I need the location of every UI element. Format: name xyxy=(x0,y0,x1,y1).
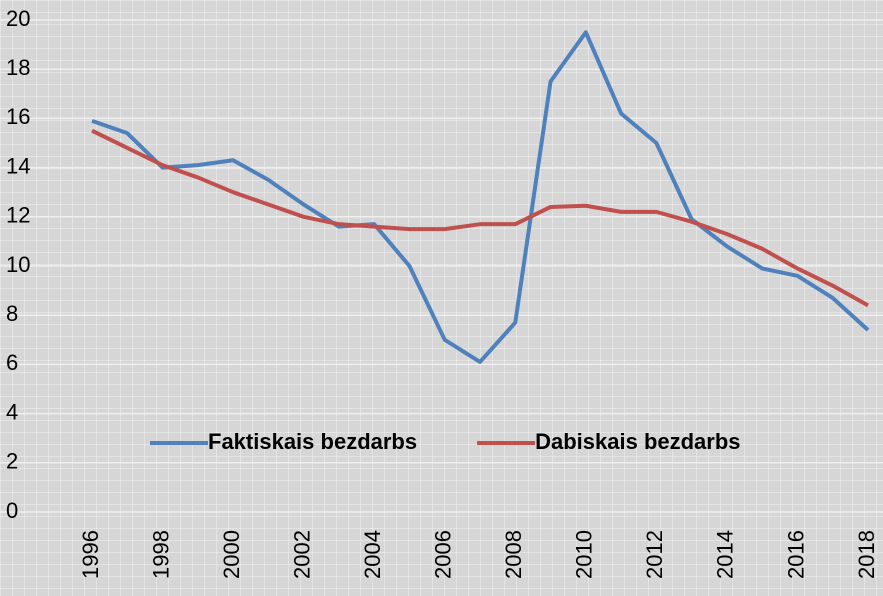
y-tick-label: 14 xyxy=(6,153,30,178)
series-line xyxy=(91,128,869,308)
y-tick-label: 8 xyxy=(6,301,18,326)
x-tick-label: 2006 xyxy=(431,530,456,579)
series-line xyxy=(91,30,870,364)
x-tick-label: 1998 xyxy=(148,530,173,579)
x-tick-label: 2004 xyxy=(360,530,385,579)
y-tick-label: 10 xyxy=(6,252,30,277)
y-tick-label: 12 xyxy=(6,203,30,228)
y-tick-label: 18 xyxy=(6,55,30,80)
x-tick-label: 2016 xyxy=(783,530,808,579)
x-tick-label: 2012 xyxy=(642,530,667,579)
x-tick-label: 2014 xyxy=(713,530,738,579)
x-tick-label: 2002 xyxy=(289,530,314,579)
legend-label: Faktiskais bezdarbs xyxy=(208,429,417,454)
x-tick-label: 2010 xyxy=(572,530,597,579)
x-tick-label: 1996 xyxy=(78,530,103,579)
y-tick-label: 2 xyxy=(6,449,18,474)
legend-label: Dabiskais bezdarbs xyxy=(535,429,740,454)
x-tick-label: 2008 xyxy=(501,530,526,579)
y-tick-label: 16 xyxy=(6,104,30,129)
legend: Faktiskais bezdarbs Dabiskais bezdarbs xyxy=(150,429,741,454)
x-tick-label: 2000 xyxy=(219,530,244,579)
y-tick-label: 20 xyxy=(6,6,30,31)
y-tick-label: 4 xyxy=(6,399,18,424)
x-tick-label: 2018 xyxy=(854,530,879,579)
y-tick-label: 0 xyxy=(6,498,18,523)
y-tick-label: 6 xyxy=(6,350,18,375)
